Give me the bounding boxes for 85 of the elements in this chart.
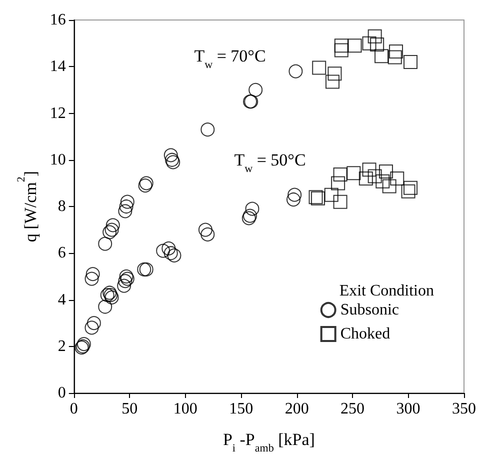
y-tick-label: 14 [50,58,66,76]
point [328,66,342,81]
point [106,218,120,232]
x-tick-label: 250 [340,400,365,418]
x-tick-label: 200 [284,400,309,418]
point [378,164,393,179]
point [164,246,178,260]
x-tick-label: 50 [122,400,138,418]
y-tick-label: 4 [58,291,66,308]
point [120,194,134,209]
point [370,37,384,52]
point [200,122,215,137]
x-tick-label: 300 [396,400,420,418]
point [248,82,263,97]
point [243,208,257,223]
point [404,180,418,195]
y-axis-title: q [W/cm2] [16,170,40,242]
point [84,272,99,286]
point [86,267,100,282]
y-tick-label: 6 [58,244,66,262]
point [86,316,101,330]
point [376,174,390,188]
point [119,200,134,214]
point [404,54,418,69]
point [374,49,389,64]
point [324,188,338,202]
x-tick-label: 100 [173,400,198,418]
legend-title: Exit Condition [339,282,434,300]
point [120,272,134,286]
point [334,43,348,58]
point [401,184,416,198]
point [333,168,348,182]
point [358,172,373,186]
point [346,166,361,180]
point [312,60,326,75]
point [388,50,402,64]
point [98,236,112,251]
y-tick-label: 0 [58,384,66,402]
legend-label: Choked [340,326,390,342]
point [362,36,376,50]
point [368,29,382,44]
point [198,222,212,237]
point [118,204,132,218]
point [331,176,346,190]
y-tick-label: 2 [58,338,66,355]
point [166,155,180,170]
point [288,64,303,78]
point [100,288,114,302]
point [162,241,176,256]
x-tick-label: 150 [229,400,254,418]
point [325,74,340,89]
y-tick-label: 12 [50,104,66,122]
point [102,225,117,240]
point [334,38,348,53]
point [200,227,215,242]
point [139,176,154,190]
point [119,269,134,284]
point [333,194,348,209]
point [117,278,132,293]
point [102,286,117,300]
point [245,202,260,216]
point [164,152,179,167]
point [98,300,112,314]
point [288,188,302,202]
legend-label: Subsonic [340,302,399,318]
point [390,172,404,186]
point [164,148,178,162]
point [138,178,152,193]
point [104,222,119,237]
x-tick-label: 0 [70,400,78,418]
y-tick-label: 10 [50,151,66,168]
point [286,192,300,207]
x-tick-label: 350 [452,400,476,418]
point [348,38,362,53]
point [242,211,256,226]
point [389,44,404,58]
point [382,179,396,194]
point [156,244,170,258]
point [362,162,376,177]
y-tick-label: 8 [58,198,66,215]
point [84,320,99,335]
y-tick-label: 16 [50,12,66,28]
point [167,248,182,262]
point [368,169,382,184]
point [118,274,132,288]
